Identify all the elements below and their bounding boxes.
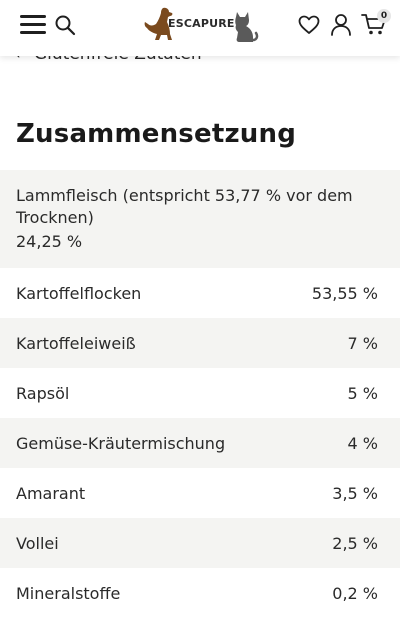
table-row: Vollei 2,5 % [0, 518, 400, 568]
ingredient-name: Gemüse-Kräutermischung [16, 434, 226, 453]
ingredient-name: Lammfleisch (entspricht 53,77 % vor dem … [16, 186, 353, 227]
ingredient-value: 5 % [347, 384, 378, 403]
ingredient-name: Kartoffeleiweiß [16, 334, 136, 353]
ingredient-value: 3,5 % [332, 484, 378, 503]
search-icon[interactable] [54, 14, 76, 36]
ingredient-name: Rapsöl [16, 384, 70, 403]
table-row: Mineralstoffe 0,2 % [0, 568, 400, 618]
table-row: Rapsöl 5 % [0, 368, 400, 418]
ingredient-name: Mineralstoffe [16, 584, 121, 603]
table-row: Lammfleisch (entspricht 53,77 % vor dem … [0, 170, 400, 268]
site-header: ESCAPURE 0 [0, 0, 400, 56]
table-row: Kartoffelflocken 53,55 % [0, 268, 400, 318]
table-row: Kartoffeleiweiß 7 % [0, 318, 400, 368]
cart-count-badge: 0 [377, 9, 391, 23]
table-row: Amarant 3,5 % [0, 468, 400, 518]
menu-icon[interactable] [20, 15, 46, 35]
ingredient-value: 53,55 % [311, 284, 378, 303]
ingredient-name: Amarant [16, 484, 86, 503]
ingredient-name: Kartoffelflocken [16, 284, 142, 303]
ingredient-value: 2,5 % [332, 534, 378, 553]
ingredient-name: Vollei [16, 534, 59, 553]
ingredient-value: 24,25 % [16, 232, 83, 251]
cat-logo-icon [235, 12, 259, 42]
ingredient-value: 0,2 % [332, 584, 378, 603]
cart-icon[interactable]: 0 [361, 9, 391, 38]
ingredient-value: 7 % [347, 334, 378, 353]
heart-icon[interactable] [298, 15, 320, 35]
dog-logo-icon [144, 7, 173, 40]
composition-table: Lammfleisch (entspricht 53,77 % vor dem … [0, 170, 400, 618]
user-icon[interactable] [330, 13, 352, 37]
ingredient-value: 4 % [347, 434, 378, 453]
brand-logo[interactable]: ESCAPURE [143, 4, 259, 44]
table-row: Gemüse-Kräutermischung 4 % [0, 418, 400, 468]
section-title: Zusammensetzung [16, 119, 297, 149]
brand-name: ESCAPURE [168, 17, 235, 30]
